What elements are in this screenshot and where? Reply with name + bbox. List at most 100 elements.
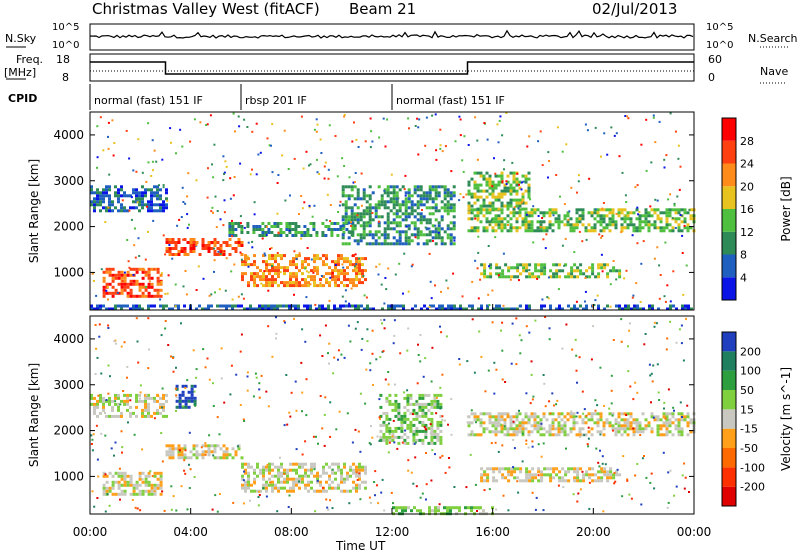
echo-cell <box>413 506 416 510</box>
echo-cell <box>500 412 504 416</box>
noise-cell <box>404 194 407 197</box>
echo-cell <box>99 393 102 397</box>
echo-cell <box>292 263 295 267</box>
echo-cell <box>377 221 381 225</box>
noise-cell <box>676 195 679 198</box>
echo-cell <box>524 412 528 416</box>
echo-cell <box>340 269 343 273</box>
echo-cell <box>606 473 610 477</box>
echo-cell <box>581 427 585 431</box>
noise-cell <box>603 404 606 407</box>
noise-cell <box>262 487 265 490</box>
colorbar-segment <box>722 209 736 232</box>
noise-cell <box>138 255 141 257</box>
echo-cell <box>135 279 139 283</box>
echo-cell <box>537 263 541 267</box>
echo-cell <box>593 217 597 221</box>
echo-cell <box>500 424 504 428</box>
noise-cell <box>632 427 635 430</box>
echo-cell <box>467 183 471 187</box>
echo-cell <box>349 489 352 493</box>
noise-cell <box>309 283 312 286</box>
noise-cell <box>476 267 479 270</box>
noise-cell <box>104 510 107 513</box>
noise-cell <box>225 257 228 260</box>
echo-cell <box>407 206 411 210</box>
echo-cell <box>138 200 141 204</box>
echo-cell <box>171 253 175 256</box>
echo-cell <box>150 194 153 198</box>
noise-cell <box>252 395 255 398</box>
echo-cell <box>153 399 156 403</box>
noise-cell <box>459 193 462 195</box>
noise-cell <box>387 267 390 270</box>
echo-cell <box>662 412 666 416</box>
echo-cell <box>539 223 543 227</box>
noise-cell <box>341 263 344 266</box>
noise-cell <box>206 123 209 126</box>
echo-cell <box>434 194 438 198</box>
echo-cell <box>252 225 256 228</box>
noise-cell <box>348 502 351 505</box>
noise-cell <box>581 470 584 473</box>
echo-cell <box>285 228 289 231</box>
echo-cell <box>524 207 528 211</box>
noise-cell <box>458 199 461 202</box>
noise-cell <box>439 128 442 131</box>
echo-cell <box>549 467 553 471</box>
echo-cell <box>540 470 544 474</box>
echo-cell <box>494 220 498 224</box>
noise-cell <box>336 284 339 287</box>
echo-cell <box>313 278 316 282</box>
echo-cell <box>561 269 565 273</box>
noise-cell <box>179 128 182 131</box>
noise-cell <box>378 416 381 419</box>
echo-cell <box>291 222 295 225</box>
noise-cell <box>218 288 221 291</box>
noise-cell <box>136 201 139 204</box>
echo-cell <box>150 304 153 308</box>
noise-cell <box>359 392 362 395</box>
echo-cell <box>507 307 510 311</box>
echo-cell <box>426 307 429 311</box>
echo-cell <box>271 474 274 478</box>
echo-cell <box>647 226 651 230</box>
noise-cell <box>445 335 448 338</box>
echo-cell <box>494 427 498 431</box>
echo-cell <box>492 476 496 480</box>
echo-cell <box>393 307 396 311</box>
noise-cell <box>501 180 504 182</box>
echo-cell <box>358 465 361 469</box>
echo-cell <box>274 278 277 282</box>
echo-cell <box>485 189 489 193</box>
noise-cell <box>572 493 575 496</box>
echo-cell <box>283 269 286 273</box>
noise-cell <box>364 402 367 405</box>
echo-cell <box>135 399 138 403</box>
colorbar-tick-label: 50 <box>740 384 754 397</box>
echo-cell <box>240 304 243 308</box>
echo-cell <box>618 307 621 311</box>
echo-cell <box>395 509 398 513</box>
echo-cell <box>449 242 453 246</box>
echo-cell <box>476 418 480 422</box>
noise-cell <box>269 248 271 250</box>
echo-cell <box>450 307 453 311</box>
echo-cell <box>485 177 489 181</box>
echo-cell <box>433 393 437 397</box>
noise-cell <box>465 193 468 196</box>
echo-cell <box>494 418 498 422</box>
noise-cell <box>126 365 129 368</box>
echo-cell <box>449 227 453 231</box>
echo-cell <box>671 208 675 212</box>
echo-cell <box>450 304 453 308</box>
echo-cell <box>647 223 651 227</box>
echo-cell <box>352 471 355 475</box>
echo-cell <box>515 201 519 205</box>
echo-cell <box>689 226 693 230</box>
echo-cell <box>383 203 387 207</box>
noise-cell <box>323 177 326 180</box>
echo-cell <box>522 479 526 483</box>
noise-cell <box>251 246 254 249</box>
echo-cell <box>386 215 390 219</box>
